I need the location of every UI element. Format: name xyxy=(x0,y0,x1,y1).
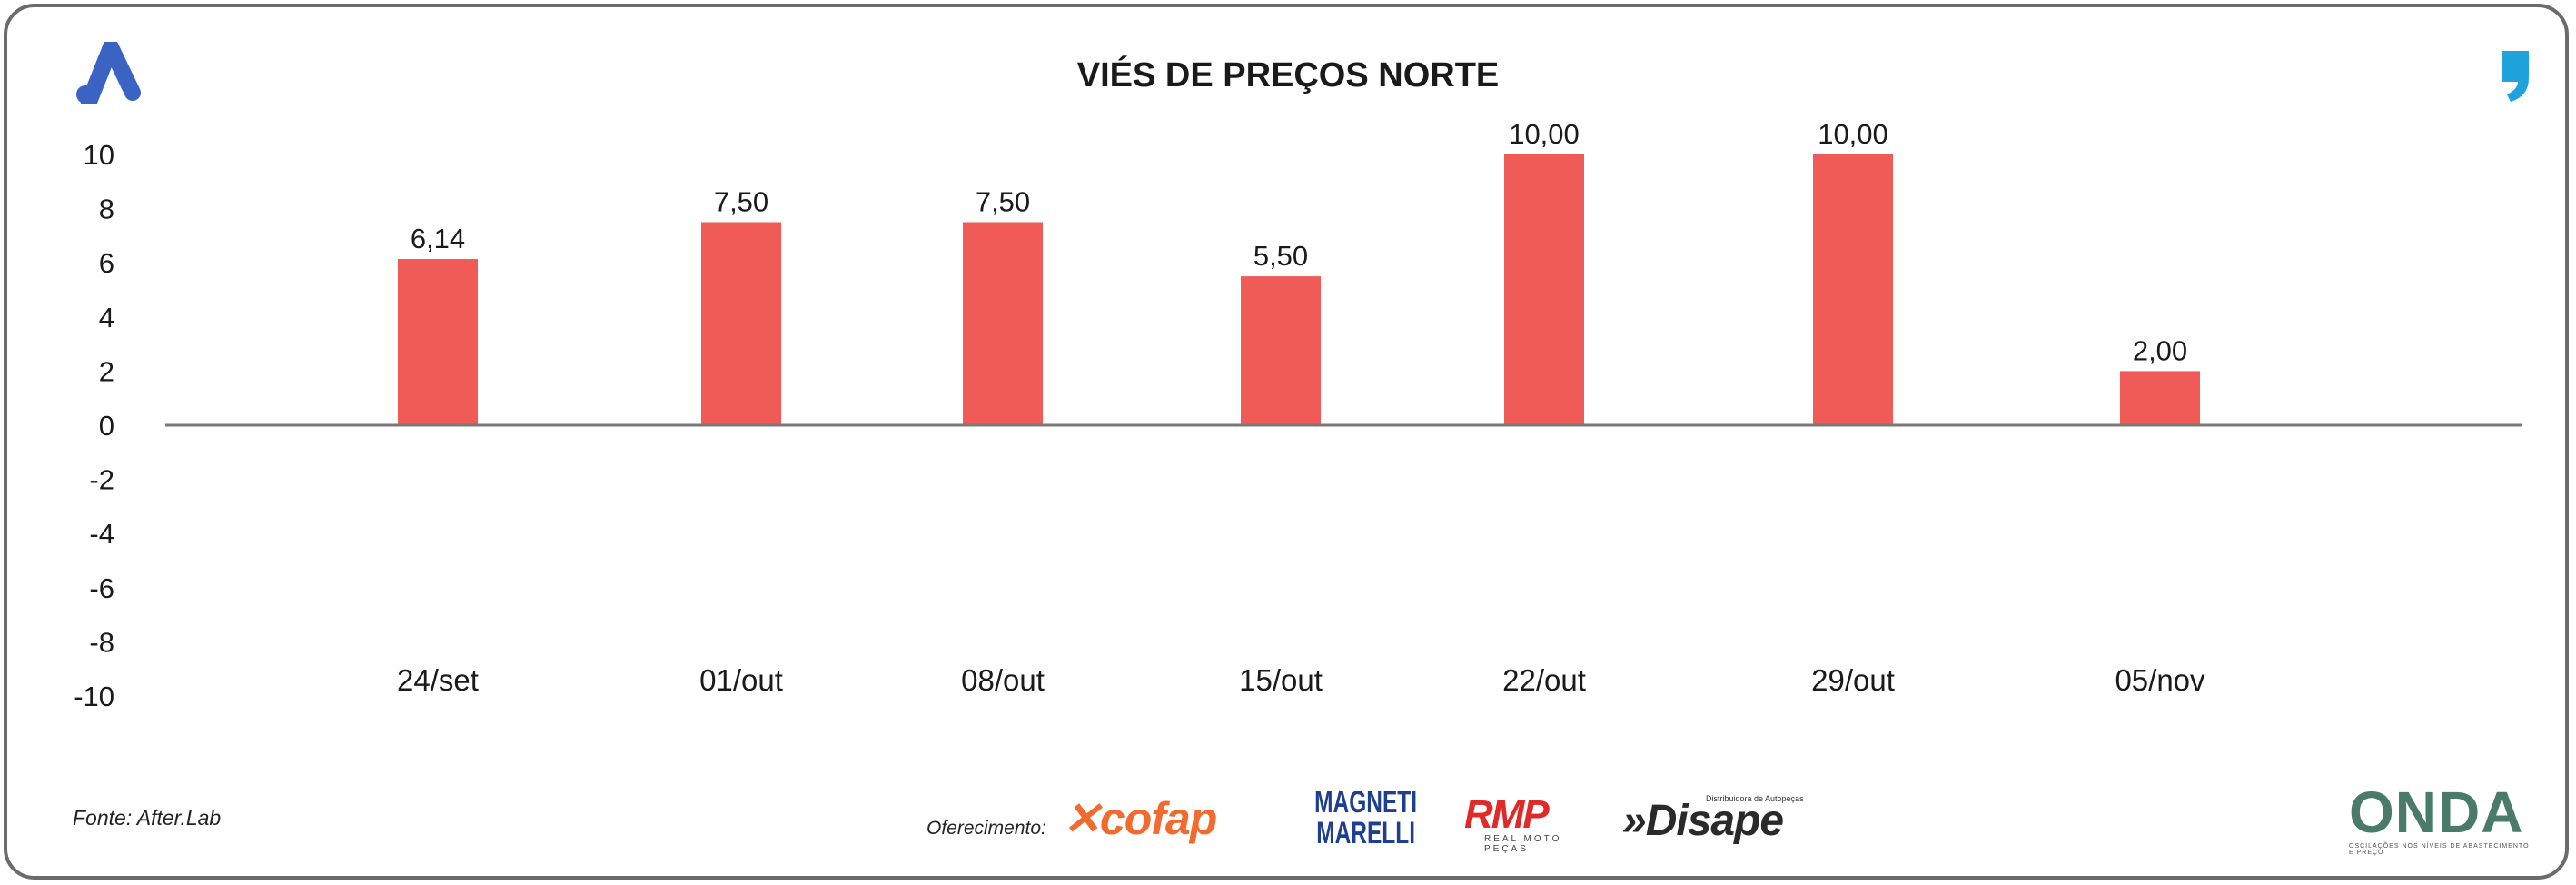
y-tick-label: -6 xyxy=(89,572,114,604)
y-tick-label: -10 xyxy=(74,681,114,712)
bar xyxy=(1504,154,1584,425)
data-label: 10,00 xyxy=(1509,118,1580,150)
bar xyxy=(1813,154,1893,425)
y-tick-label: 6 xyxy=(99,247,114,279)
disape-wordmark: »Disape xyxy=(1622,797,1784,845)
rmp-subtitle: REAL MOTO PEÇAS xyxy=(1484,834,1562,854)
bar xyxy=(2120,371,2200,425)
x-tick-label: 15/out xyxy=(1239,663,1323,697)
y-tick-label: 0 xyxy=(99,410,114,442)
data-label: 7,50 xyxy=(976,186,1030,218)
chart-frame xyxy=(4,4,2569,880)
data-label: 10,00 xyxy=(1818,118,1888,150)
cofap-logo: ✕cofap xyxy=(1063,792,1217,845)
x-tick-label: 22/out xyxy=(1502,663,1586,697)
data-label: 5,50 xyxy=(1253,240,1308,272)
x-tick-label: 01/out xyxy=(699,663,783,697)
chart-title: VIÉS DE PREÇOS NORTE xyxy=(1076,56,1500,94)
magneti-line2: MARELLI xyxy=(1316,816,1415,850)
y-tick-label: 4 xyxy=(99,302,114,333)
y-tick-label: 8 xyxy=(99,194,114,225)
magneti-marelli-logo: MAGNETI MARELLI xyxy=(1297,787,1434,849)
cofap-x-icon: ✕ xyxy=(1063,793,1101,844)
source-note: Fonte: After.Lab xyxy=(73,806,222,830)
x-tick-label: 08/out xyxy=(961,663,1045,697)
quote-mark-icon xyxy=(2502,51,2529,102)
x-tick-label: 24/set xyxy=(397,663,479,697)
data-label: 6,14 xyxy=(411,223,465,254)
magneti-line1: MAGNETI xyxy=(1314,785,1418,820)
y-tick-label: 10 xyxy=(84,139,114,171)
bar xyxy=(701,222,781,425)
sponsor-label: Oferecimento: xyxy=(926,818,1046,839)
bar xyxy=(963,222,1043,425)
rmp-logo: RMP REAL MOTO PEÇAS xyxy=(1464,792,1600,856)
bar xyxy=(1241,276,1321,425)
x-tick-label: 29/out xyxy=(1811,663,1895,697)
rmp-wordmark: RMP xyxy=(1464,792,1550,837)
x-tick-label: 05/nov xyxy=(2115,663,2205,697)
data-label: 2,00 xyxy=(2133,334,2187,366)
y-tick-label: -8 xyxy=(89,626,114,658)
y-tick-label: -4 xyxy=(89,518,114,550)
onda-logo: ONDA OSCILAÇÕES NOS NÍVEIS DE ABASTECIME… xyxy=(2349,783,2531,856)
disape-logo: Distribuidora de Autopeças »Disape xyxy=(1622,792,1804,856)
disape-subtitle: Distribuidora de Autopeças xyxy=(1706,794,1804,803)
y-tick-label: -2 xyxy=(89,464,114,496)
cofap-wordmark: cofap xyxy=(1099,793,1217,844)
onda-wordmark: ONDA xyxy=(2349,780,2524,845)
brand-a-logo-icon xyxy=(76,42,141,104)
onda-subtitle: OSCILAÇÕES NOS NÍVEIS DE ABASTECIMENTO E… xyxy=(2349,843,2530,856)
bar xyxy=(398,259,478,425)
y-tick-label: 2 xyxy=(99,355,114,387)
data-label: 7,50 xyxy=(714,186,768,218)
